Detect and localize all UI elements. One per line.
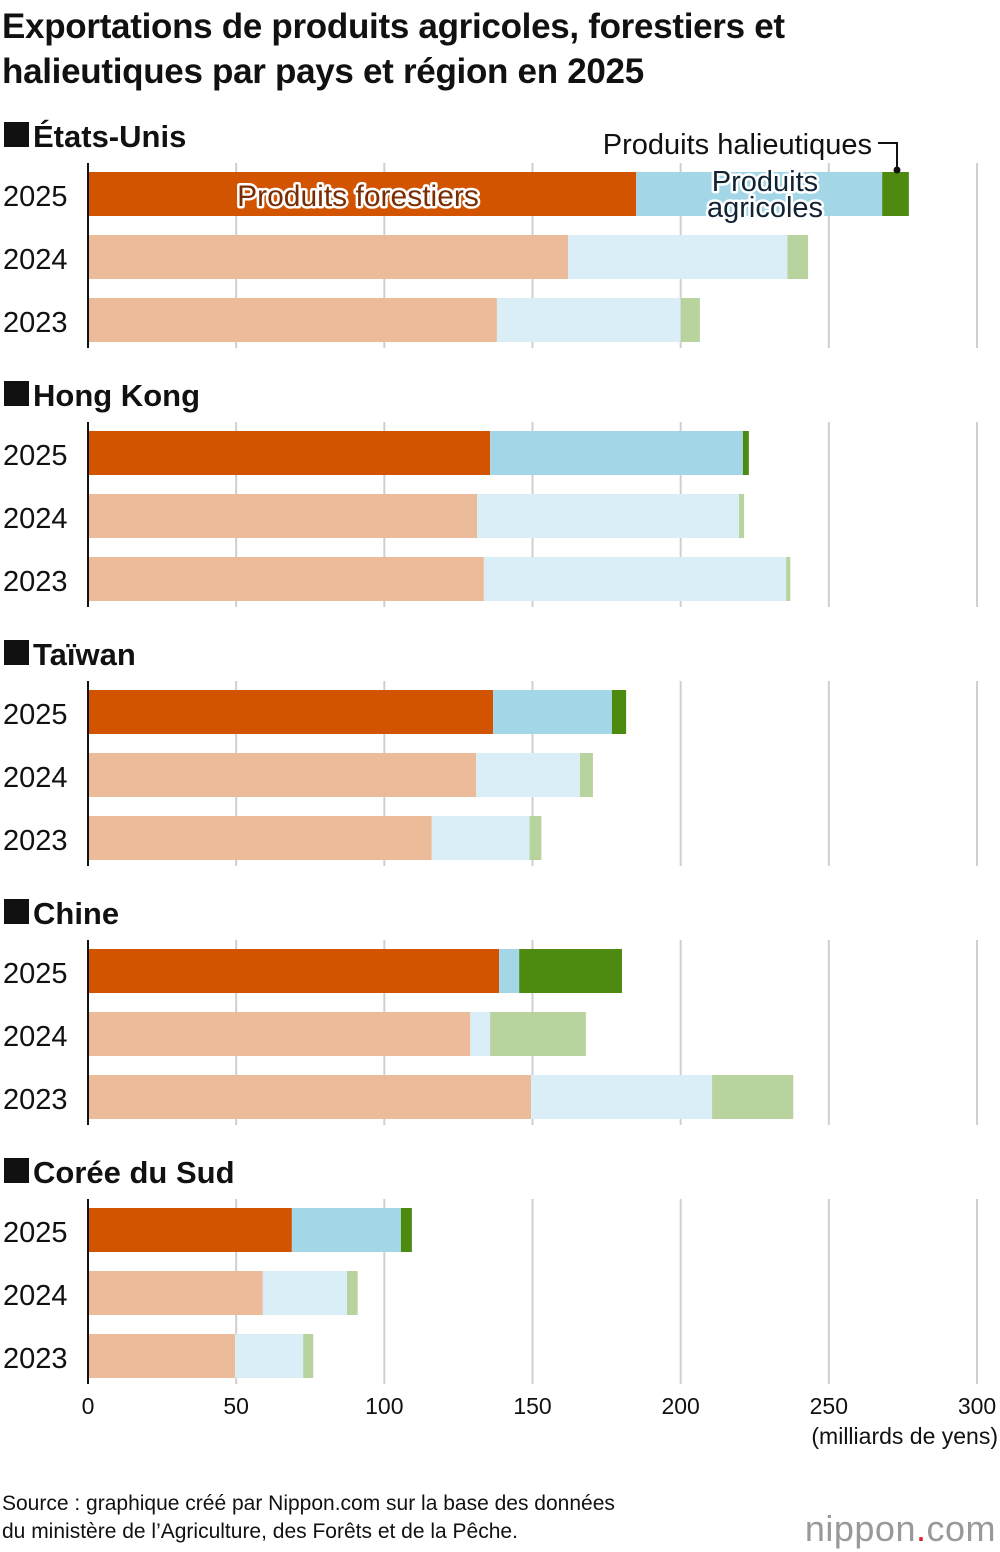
title-line-1: Exportations de produits agricoles, fore… xyxy=(2,7,785,46)
x-tick-label: 150 xyxy=(513,1393,551,1419)
group-label: Chine xyxy=(33,896,119,931)
bar-segment-fish xyxy=(680,298,700,342)
group-square-icon xyxy=(4,1158,29,1183)
year-label: 2023 xyxy=(3,1084,68,1116)
bar-segment-forest xyxy=(88,1075,532,1119)
bar-segment-forest xyxy=(88,298,497,342)
logo-suffix: com xyxy=(926,1508,996,1549)
annotation-fish: Produits halieutiques xyxy=(603,129,872,161)
bar-segment-forest xyxy=(88,949,500,993)
logo-dot: . xyxy=(915,1508,927,1549)
year-label: 2023 xyxy=(3,307,68,339)
year-label: 2025 xyxy=(3,181,68,213)
group-square-icon xyxy=(4,640,29,665)
group-square-icon xyxy=(4,381,29,406)
bar-segment-forest xyxy=(88,1334,235,1378)
x-tick-label: 50 xyxy=(223,1393,249,1419)
bar-segment-agri xyxy=(496,298,681,342)
year-label: 2023 xyxy=(3,825,68,857)
bar-segment-agri xyxy=(291,1208,401,1252)
bar-segment-agri xyxy=(476,753,580,797)
bar-segment-forest xyxy=(88,494,478,538)
year-label: 2024 xyxy=(3,1280,68,1312)
bar-segment-forest xyxy=(88,816,432,860)
x-tick-label: 300 xyxy=(958,1393,996,1419)
x-axis-label: (milliards de yens) xyxy=(811,1423,998,1449)
year-label: 2023 xyxy=(3,566,68,598)
bar-segment-agri xyxy=(470,1012,491,1056)
chart-title: Exportations de produits agricoles, fore… xyxy=(2,4,785,94)
bar-segment-forest xyxy=(88,172,637,216)
bar-segment-agri xyxy=(499,949,520,993)
annotation-leader-dot xyxy=(893,166,901,174)
bar-segment-agri xyxy=(431,816,530,860)
bar-segment-forest xyxy=(88,1271,263,1315)
bar-segment-forest xyxy=(88,690,494,734)
bar-segment-fish xyxy=(529,816,542,860)
bar-segment-agri xyxy=(636,172,883,216)
bar-segment-fish xyxy=(712,1075,794,1119)
group-label: Taïwan xyxy=(33,637,136,672)
x-tick-label: 200 xyxy=(661,1393,699,1419)
year-label: 2023 xyxy=(3,1343,68,1375)
annotation-agri-line2: agricoles xyxy=(707,192,823,224)
bar-segment-fish xyxy=(519,949,622,993)
year-label: 2025 xyxy=(3,699,68,731)
bar-segment-fish xyxy=(742,431,749,475)
bar-segment-fish xyxy=(346,1271,358,1315)
year-label: 2025 xyxy=(3,958,68,990)
bar-segment-agri xyxy=(234,1334,304,1378)
nippon-logo: nippon.com xyxy=(805,1508,996,1550)
year-label: 2024 xyxy=(3,762,68,794)
bar-segment-agri xyxy=(531,1075,713,1119)
year-label: 2024 xyxy=(3,503,68,535)
x-tick-label: 250 xyxy=(810,1393,848,1419)
bar-segment-fish xyxy=(786,557,791,601)
group-label: Hong Kong xyxy=(33,378,200,413)
bar-segment-forest xyxy=(88,431,491,475)
bar-segment-agri xyxy=(262,1271,347,1315)
bar-segment-fish xyxy=(611,690,627,734)
year-label: 2024 xyxy=(3,1021,68,1053)
bar-segment-fish xyxy=(303,1334,314,1378)
year-label: 2025 xyxy=(3,440,68,472)
bar-segment-agri xyxy=(490,431,743,475)
year-label: 2025 xyxy=(3,1217,68,1249)
bar-segment-fish xyxy=(579,753,593,797)
annotation-leader-line xyxy=(878,142,898,170)
bar-segment-fish xyxy=(490,1012,586,1056)
annotation-forest: Produits forestiers xyxy=(237,180,479,213)
x-tick-label: 0 xyxy=(82,1393,95,1419)
annotation-agri-line1: Produits xyxy=(712,166,818,198)
year-label: 2024 xyxy=(3,244,68,276)
logo-name: nippon xyxy=(804,1508,916,1549)
group-square-icon xyxy=(4,122,29,147)
bar-segment-agri xyxy=(493,690,612,734)
bar-segment-forest xyxy=(88,235,569,279)
group-label: Corée du Sud xyxy=(33,1155,235,1190)
bar-segment-forest xyxy=(88,753,477,797)
bar-segment-fish xyxy=(882,172,909,216)
bar-segment-forest xyxy=(88,1208,292,1252)
bar-segment-agri xyxy=(483,557,787,601)
bar-segment-fish xyxy=(787,235,809,279)
x-tick-label: 100 xyxy=(365,1393,403,1419)
bar-segment-forest xyxy=(88,557,484,601)
source-note: Source : graphique créé par Nippon.com s… xyxy=(2,1490,615,1546)
group-square-icon xyxy=(4,899,29,924)
bar-segment-fish xyxy=(739,494,745,538)
group-label: États-Unis xyxy=(33,119,186,154)
bar-segment-fish xyxy=(400,1208,412,1252)
bar-segment-agri xyxy=(477,494,740,538)
title-line-2: halieutiques par pays et région en 2025 xyxy=(2,52,644,91)
source-line-1: Source : graphique créé par Nippon.com s… xyxy=(2,1492,615,1515)
bar-segment-agri xyxy=(568,235,788,279)
bar-segment-forest xyxy=(88,1012,471,1056)
source-line-2: du ministère de l’Agriculture, des Forêt… xyxy=(2,1520,518,1543)
